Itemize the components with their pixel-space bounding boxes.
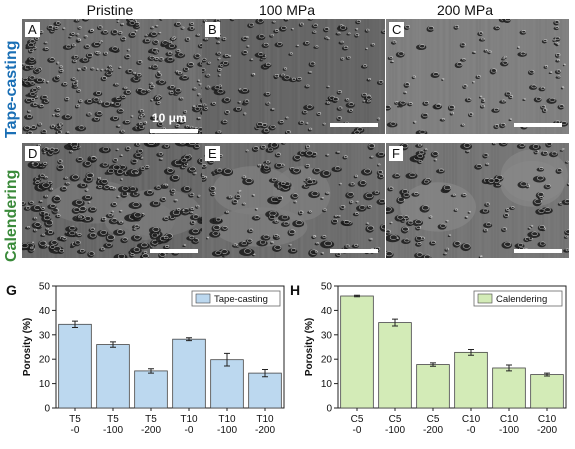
y-axis-label: Porosity (%) [22, 318, 33, 376]
column-header-200mpa: 200 MPa [385, 2, 545, 18]
y-tick-label: 40 [321, 306, 333, 317]
x-tick-label: C5 [389, 414, 402, 425]
chart-letter-h: H [290, 282, 300, 298]
y-tick-label: 20 [39, 355, 51, 366]
x-tick-label: -0 [467, 425, 476, 436]
x-tick-label: -100 [385, 425, 405, 436]
x-tick-label: -100 [103, 425, 123, 436]
row-label-calendering: Calendering [3, 170, 21, 262]
y-tick-label: 0 [44, 404, 50, 415]
scale-bar [514, 249, 562, 253]
x-tick-label: -100 [499, 425, 519, 436]
scale-bar [330, 249, 378, 253]
y-axis-label: Porosity (%) [304, 318, 315, 376]
x-tick-label: C5 [427, 414, 440, 425]
legend-label: Calendering [496, 294, 547, 305]
x-tick-label: -100 [217, 425, 237, 436]
x-tick-label: T5 [107, 414, 119, 425]
bar [97, 345, 130, 408]
x-tick-label: T10 [180, 414, 198, 425]
legend-swatch [478, 294, 492, 303]
x-tick-label: T10 [218, 414, 236, 425]
bar [417, 365, 450, 408]
sem-panel-c: C [386, 19, 569, 134]
x-tick-label: C10 [538, 414, 557, 425]
bar [493, 368, 526, 408]
bar [173, 339, 206, 408]
y-tick-label: 30 [39, 330, 51, 341]
x-tick-label: T10 [256, 414, 274, 425]
x-tick-label: C5 [351, 414, 364, 425]
x-tick-label: C10 [462, 414, 481, 425]
x-tick-label: -200 [255, 425, 275, 436]
bar [341, 296, 374, 408]
panel-label-c: C [389, 22, 404, 37]
y-tick-label: 20 [321, 355, 333, 366]
bar [455, 352, 488, 408]
sem-panel-a: A 10 μm [22, 19, 205, 134]
scale-text: 10 μm [152, 111, 187, 125]
column-header-100mpa: 100 MPa [207, 2, 367, 18]
sem-panel-e: E [202, 143, 385, 258]
sem-panel-f: F [386, 143, 569, 258]
panel-label-f: F [389, 146, 403, 161]
x-tick-label: T5 [69, 414, 81, 425]
bar [135, 371, 168, 408]
x-tick-label: -200 [537, 425, 557, 436]
panel-label-e: E [205, 146, 220, 161]
chart-letter-g: G [6, 282, 17, 298]
bar [531, 375, 564, 408]
bar [379, 323, 412, 408]
y-tick-label: 50 [321, 282, 333, 293]
y-tick-label: 10 [321, 379, 333, 390]
y-tick-label: 40 [39, 306, 51, 317]
sem-panel-d: D [22, 143, 205, 258]
scale-bar [330, 123, 378, 127]
scale-bar [514, 123, 562, 127]
row-label-tape-casting: Tape-casting [3, 41, 21, 139]
y-tick-label: 50 [39, 282, 51, 293]
legend-label: Tape-casting [214, 294, 268, 305]
x-tick-label: -0 [71, 425, 80, 436]
x-tick-label: T5 [145, 414, 157, 425]
bar [211, 360, 244, 408]
panel-label-d: D [25, 146, 40, 161]
scale-bar [150, 129, 198, 133]
sem-panel-b: B [202, 19, 385, 134]
y-tick-label: 0 [326, 404, 332, 415]
scale-bar [150, 249, 198, 253]
y-tick-label: 30 [321, 330, 333, 341]
bar [59, 324, 92, 408]
x-tick-label: -0 [185, 425, 194, 436]
column-header-pristine: Pristine [30, 2, 190, 18]
x-tick-label: -200 [423, 425, 443, 436]
panel-label-b: B [205, 22, 220, 37]
x-tick-label: -0 [353, 425, 362, 436]
panel-label-a: A [25, 22, 40, 37]
x-tick-label: -200 [141, 425, 161, 436]
x-tick-label: C10 [500, 414, 519, 425]
y-tick-label: 10 [39, 379, 51, 390]
bar [249, 373, 282, 408]
legend-swatch [196, 294, 210, 303]
